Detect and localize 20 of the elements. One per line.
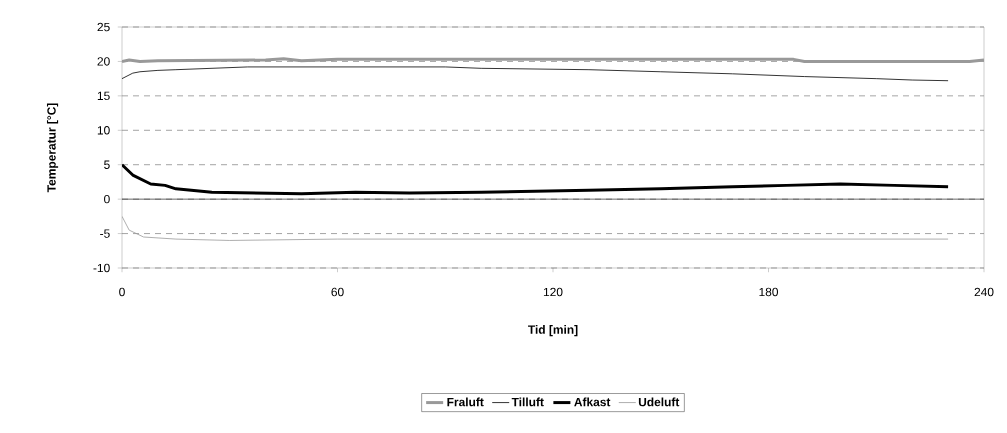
y-tick-label: 0 [104,194,110,204]
y-tick-label: 15 [97,91,110,101]
y-tick-label: -10 [93,263,110,273]
y-tick-label: -5 [100,229,110,238]
y-tick-label: 10 [97,126,110,135]
x-axis-title: Tid [min] [528,325,578,337]
line-series [122,215,949,241]
legend-label: Fraluft [447,397,484,407]
legend-label: Udeluft [638,397,680,407]
legend-label: Tilluft [511,397,544,407]
y-tick-label: 25 [97,22,110,32]
x-tick-label: 60 [331,287,344,297]
y-axis-title: Temperatur [°C] [46,103,59,193]
y-tick-label: 20 [97,57,110,66]
x-tick-label: 0 [119,287,125,297]
legend-label: Afkast [574,397,611,407]
x-tick-label: 180 [759,287,779,297]
x-tick-label: 120 [543,287,563,297]
y-tick-label: 5 [104,160,110,169]
x-tick-label: 240 [974,287,994,297]
